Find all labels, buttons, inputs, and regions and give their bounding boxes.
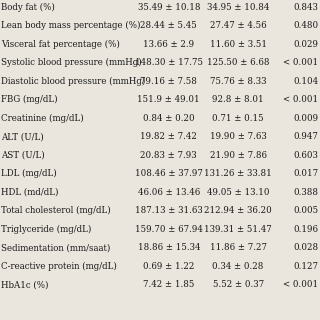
Text: Creatinine (mg/dL): Creatinine (mg/dL) [1, 114, 84, 123]
Text: 75.76 ± 8.33: 75.76 ± 8.33 [210, 76, 266, 85]
Text: 0.009: 0.009 [293, 114, 318, 123]
Text: 79.16 ± 7.58: 79.16 ± 7.58 [140, 76, 197, 85]
Text: 0.005: 0.005 [293, 206, 318, 215]
Text: 35.49 ± 10.18: 35.49 ± 10.18 [138, 3, 200, 12]
Text: 11.86 ± 7.27: 11.86 ± 7.27 [210, 243, 267, 252]
Text: 131.26 ± 33.81: 131.26 ± 33.81 [204, 169, 272, 178]
Text: 0.71 ± 0.15: 0.71 ± 0.15 [212, 114, 264, 123]
Text: 0.843: 0.843 [293, 3, 318, 12]
Text: LDL (mg/dL): LDL (mg/dL) [1, 169, 56, 178]
Text: C-reactive protein (mg/dL): C-reactive protein (mg/dL) [1, 261, 116, 271]
Text: 108.46 ± 37.97: 108.46 ± 37.97 [135, 169, 203, 178]
Text: Visceral fat percentage (%): Visceral fat percentage (%) [1, 39, 119, 49]
Text: 151.9 ± 49.01: 151.9 ± 49.01 [138, 95, 200, 104]
Text: 27.47 ± 4.56: 27.47 ± 4.56 [210, 21, 266, 30]
Text: AST (U/L): AST (U/L) [1, 150, 44, 160]
Text: 34.95 ± 10.84: 34.95 ± 10.84 [207, 3, 269, 12]
Text: Body fat (%): Body fat (%) [1, 3, 54, 12]
Text: Lean body mass percentage (%): Lean body mass percentage (%) [1, 21, 140, 30]
Text: 20.83 ± 7.93: 20.83 ± 7.93 [140, 150, 197, 160]
Text: 19.90 ± 7.63: 19.90 ± 7.63 [210, 132, 267, 141]
Text: ALT (U/L): ALT (U/L) [1, 132, 44, 141]
Text: 0.84 ± 0.20: 0.84 ± 0.20 [143, 114, 195, 123]
Text: 13.66 ± 2.9: 13.66 ± 2.9 [143, 40, 194, 49]
Text: 49.05 ± 13.10: 49.05 ± 13.10 [207, 188, 269, 196]
Text: 0.127: 0.127 [293, 261, 318, 270]
Text: 0.196: 0.196 [293, 225, 318, 234]
Text: 0.029: 0.029 [293, 40, 318, 49]
Text: 18.86 ± 15.34: 18.86 ± 15.34 [138, 243, 200, 252]
Text: 139.31 ± 51.47: 139.31 ± 51.47 [204, 225, 272, 234]
Text: 0.104: 0.104 [293, 76, 318, 85]
Text: 0.017: 0.017 [293, 169, 318, 178]
Text: HDL (md/dL): HDL (md/dL) [1, 188, 58, 196]
Text: 148.30 ± 17.75: 148.30 ± 17.75 [135, 58, 203, 67]
Text: 212.94 ± 36.20: 212.94 ± 36.20 [204, 206, 272, 215]
Text: < 0.001: < 0.001 [283, 58, 318, 67]
Text: Diastolic blood pressure (mmHg): Diastolic blood pressure (mmHg) [1, 76, 145, 86]
Text: 0.947: 0.947 [293, 132, 318, 141]
Text: 21.90 ± 7.86: 21.90 ± 7.86 [210, 150, 267, 160]
Text: 0.69 ± 1.22: 0.69 ± 1.22 [143, 261, 195, 270]
Text: 0.028: 0.028 [293, 243, 318, 252]
Text: 19.82 ± 7.42: 19.82 ± 7.42 [140, 132, 197, 141]
Text: 0.388: 0.388 [293, 188, 318, 196]
Text: 125.50 ± 6.68: 125.50 ± 6.68 [207, 58, 269, 67]
Text: Triglyceride (mg/dL): Triglyceride (mg/dL) [1, 224, 91, 234]
Text: Sedimentation (mm/saat): Sedimentation (mm/saat) [1, 243, 110, 252]
Text: 0.480: 0.480 [293, 21, 318, 30]
Text: Total cholesterol (mg/dL): Total cholesterol (mg/dL) [1, 206, 110, 215]
Text: 11.60 ± 3.51: 11.60 ± 3.51 [210, 40, 267, 49]
Text: HbA1c (%): HbA1c (%) [1, 280, 48, 289]
Text: 92.8 ± 8.01: 92.8 ± 8.01 [212, 95, 264, 104]
Text: 159.70 ± 67.94: 159.70 ± 67.94 [135, 225, 203, 234]
Text: < 0.001: < 0.001 [283, 95, 318, 104]
Text: 5.52 ± 0.37: 5.52 ± 0.37 [212, 280, 264, 289]
Text: Systolic blood pressure (mmHg): Systolic blood pressure (mmHg) [1, 58, 141, 67]
Text: FBG (mg/dL): FBG (mg/dL) [1, 95, 57, 104]
Text: 0.603: 0.603 [293, 150, 318, 160]
Text: < 0.001: < 0.001 [283, 280, 318, 289]
Text: 187.13 ± 31.63: 187.13 ± 31.63 [135, 206, 203, 215]
Text: 46.06 ± 13.46: 46.06 ± 13.46 [138, 188, 200, 196]
Text: 7.42 ± 1.85: 7.42 ± 1.85 [143, 280, 195, 289]
Text: 0.34 ± 0.28: 0.34 ± 0.28 [212, 261, 264, 270]
Text: 28.44 ± 5.45: 28.44 ± 5.45 [140, 21, 197, 30]
